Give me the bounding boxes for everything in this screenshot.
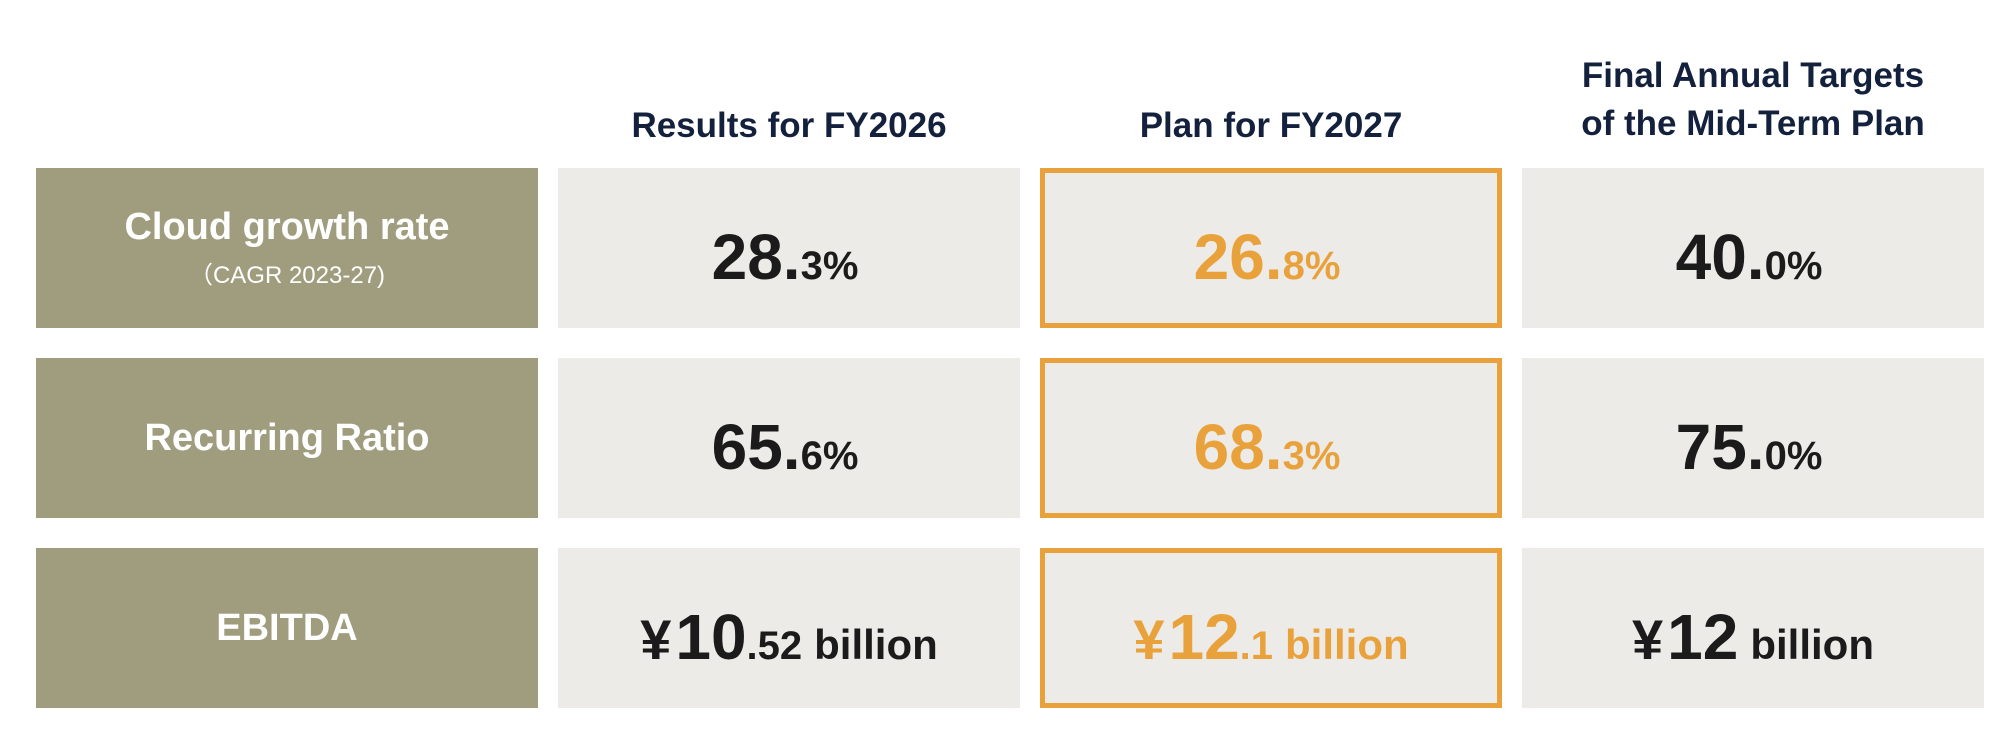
value-unit: billion [814, 621, 938, 668]
cell-results-ebitda: ¥ 10 .52 billion [558, 548, 1020, 708]
header-results: Results for FY2026 [558, 50, 1020, 150]
value-unit: billion [1285, 621, 1409, 668]
value-decimal: 6% [800, 434, 859, 478]
value-integer: 40. [1675, 221, 1765, 293]
value-decimal: .1 [1239, 624, 1274, 668]
cell-results-cloud-growth: 28. 3% [558, 168, 1020, 328]
header-final-line1: Final Annual Targets [1581, 56, 1925, 95]
value-unit: billion [1750, 621, 1874, 668]
cell-results-recurring-ratio: 65. 6% [558, 358, 1020, 518]
header-final: Final Annual Targets of the Mid-Term Pla… [1522, 50, 1984, 150]
value-decimal: 3% [800, 244, 859, 288]
row-label-text: Recurring Ratio [144, 416, 430, 459]
value-integer: 26. [1193, 221, 1283, 293]
value-integer: 12 [1667, 601, 1739, 673]
value-prefix: ¥ [1133, 608, 1165, 671]
value-decimal: 8% [1282, 244, 1341, 288]
value-integer: 12 [1168, 601, 1240, 673]
row-label-recurring-ratio: Recurring Ratio [36, 358, 538, 518]
value-integer: 68. [1193, 411, 1283, 483]
row-label-text: EBITDA [216, 606, 358, 649]
row-label-ebitda: EBITDA [36, 548, 538, 708]
value-integer: 28. [711, 221, 801, 293]
cell-plan-cloud-growth: 26. 8% [1040, 168, 1502, 328]
row-label-text: Cloud growth rate [124, 206, 450, 248]
header-plan: Plan for FY2027 [1040, 50, 1502, 150]
header-results-text: Results for FY2026 [631, 106, 947, 145]
cell-final-ebitda: ¥ 12 billion [1522, 548, 1984, 708]
header-final-line2: of the Mid-Term Plan [1581, 104, 1925, 143]
value-decimal: 0% [1764, 244, 1823, 288]
row-label-cloud-growth: Cloud growth rate （CAGR 2023-27) [36, 168, 538, 328]
cell-plan-ebitda: ¥ 12 .1 billion [1040, 548, 1502, 708]
value-integer: 65. [711, 411, 801, 483]
value-prefix: ¥ [1632, 608, 1664, 671]
value-decimal: 0% [1764, 434, 1823, 478]
value-integer: 75. [1675, 411, 1765, 483]
cell-plan-recurring-ratio: 68. 3% [1040, 358, 1502, 518]
value-decimal: .52 [746, 624, 803, 668]
cell-final-recurring-ratio: 75. 0% [1522, 358, 1984, 518]
value-integer: 10 [675, 601, 747, 673]
row-sublabel-text: （CAGR 2023-27) [188, 262, 386, 289]
value-decimal: 3% [1282, 434, 1341, 478]
header-plan-text: Plan for FY2027 [1139, 106, 1403, 145]
cell-final-cloud-growth: 40. 0% [1522, 168, 1984, 328]
value-prefix: ¥ [640, 608, 672, 671]
